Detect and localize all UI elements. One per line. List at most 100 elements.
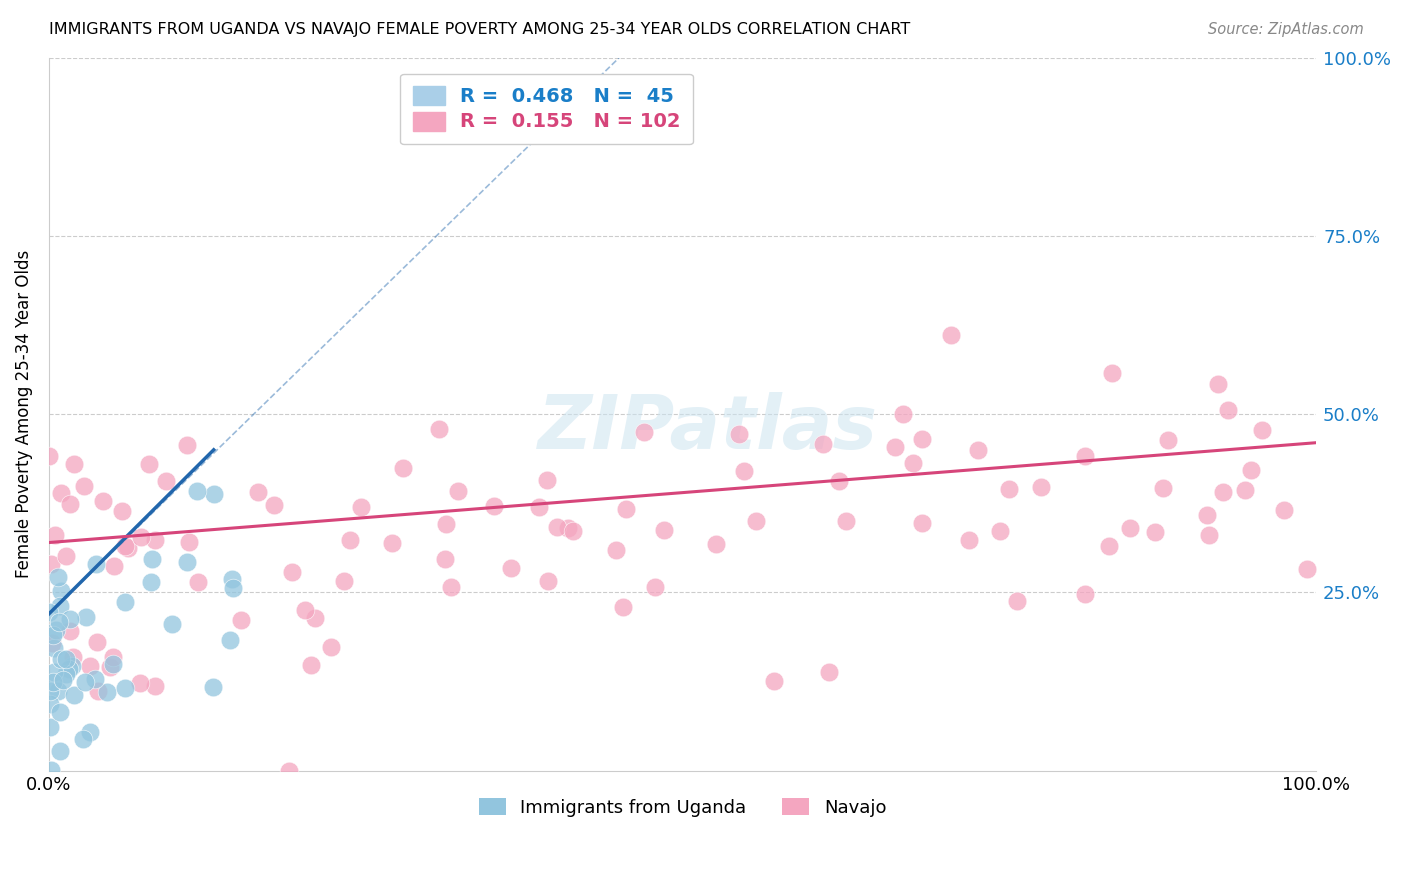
Point	[46, 570, 69, 584]
Point	[561, 524, 583, 538]
Point	[176, 555, 198, 569]
Point	[1212, 485, 1234, 500]
Point	[55, 651, 77, 665]
Point	[811, 437, 834, 451]
Point	[49, 744, 72, 758]
Point	[42, 641, 65, 656]
Point	[38, 605, 60, 619]
Point	[605, 542, 627, 557]
Point	[427, 421, 450, 435]
Point	[48, 705, 70, 719]
Point	[87, 684, 110, 698]
Point	[62, 688, 84, 702]
Point	[42, 628, 65, 642]
Point	[1007, 594, 1029, 608]
Point	[103, 559, 125, 574]
Point	[818, 665, 841, 679]
Point	[616, 501, 638, 516]
Point	[176, 438, 198, 452]
Point	[706, 537, 728, 551]
Point	[222, 581, 245, 595]
Point	[55, 549, 77, 563]
Point	[72, 731, 94, 746]
Point	[1143, 524, 1166, 539]
Point	[186, 483, 208, 498]
Point	[1296, 562, 1319, 576]
Point	[644, 580, 666, 594]
Point	[1152, 481, 1174, 495]
Point	[1216, 403, 1239, 417]
Point	[41, 675, 63, 690]
Text: ZIPatlas: ZIPatlas	[538, 392, 877, 465]
Point	[187, 575, 209, 590]
Point	[281, 565, 304, 579]
Point	[1206, 376, 1229, 391]
Point	[48, 599, 70, 614]
Point	[482, 500, 505, 514]
Point	[1198, 527, 1220, 541]
Point	[59, 612, 82, 626]
Point	[1098, 539, 1121, 553]
Point	[101, 657, 124, 671]
Point	[294, 603, 316, 617]
Point	[86, 635, 108, 649]
Point	[988, 524, 1011, 539]
Text: Source: ZipAtlas.com: Source: ZipAtlas.com	[1208, 22, 1364, 37]
Point	[114, 595, 136, 609]
Point	[633, 425, 655, 440]
Point	[117, 541, 139, 555]
Point	[1272, 502, 1295, 516]
Point	[536, 473, 558, 487]
Point	[612, 600, 634, 615]
Point	[246, 484, 269, 499]
Point	[49, 584, 72, 599]
Point	[39, 697, 62, 711]
Point	[546, 520, 568, 534]
Point	[434, 516, 457, 531]
Point	[1195, 508, 1218, 522]
Point	[39, 684, 62, 698]
Point	[939, 328, 962, 343]
Point	[155, 474, 177, 488]
Point	[44, 665, 66, 680]
Point	[527, 500, 550, 515]
Point	[139, 574, 162, 589]
Point	[998, 482, 1021, 496]
Point	[79, 725, 101, 739]
Point	[901, 457, 924, 471]
Point	[959, 533, 981, 547]
Point	[339, 533, 361, 548]
Point	[52, 673, 75, 688]
Point	[160, 616, 183, 631]
Point	[763, 673, 786, 688]
Point	[143, 533, 166, 548]
Point	[75, 675, 97, 690]
Point	[1233, 483, 1256, 497]
Point	[98, 660, 121, 674]
Point	[59, 497, 82, 511]
Point	[138, 457, 160, 471]
Point	[49, 652, 72, 666]
Point	[333, 574, 356, 588]
Point	[433, 551, 456, 566]
Point	[46, 684, 69, 698]
Point	[447, 484, 470, 499]
Point	[114, 539, 136, 553]
Point	[101, 650, 124, 665]
Point	[1251, 423, 1274, 437]
Point	[58, 662, 80, 676]
Point	[38, 449, 60, 463]
Point	[129, 530, 152, 544]
Point	[319, 640, 342, 654]
Point	[221, 572, 243, 586]
Point	[1119, 520, 1142, 534]
Point	[201, 680, 224, 694]
Point	[229, 613, 252, 627]
Point	[883, 440, 905, 454]
Point	[202, 486, 225, 500]
Point	[73, 478, 96, 492]
Point	[141, 552, 163, 566]
Point	[62, 650, 84, 665]
Point	[45, 623, 67, 637]
Point	[1074, 587, 1097, 601]
